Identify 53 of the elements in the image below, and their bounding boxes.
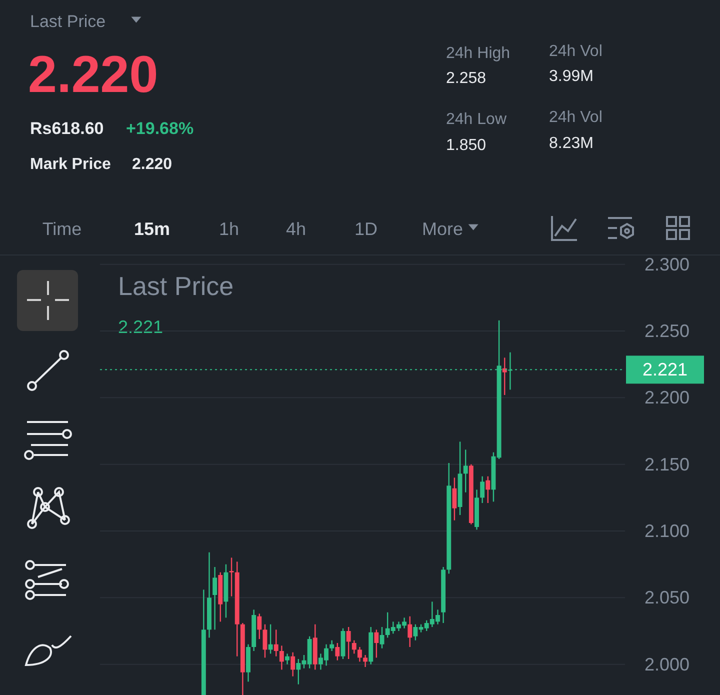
candlestick	[274, 629, 278, 657]
candlestick	[357, 646, 362, 662]
candlestick	[285, 653, 290, 665]
candlestick	[257, 613, 262, 640]
ref-line-label: 2.221	[642, 360, 688, 380]
text: 24h Vol	[549, 43, 602, 60]
text: 2.220	[28, 46, 158, 104]
annotation: 2.221	[118, 317, 164, 337]
candlestick	[452, 477, 457, 521]
candlestick	[486, 476, 490, 504]
text: 15m	[134, 219, 170, 239]
text: 1h	[218, 219, 240, 239]
text: Mark Price	[30, 156, 112, 173]
text: Last Price	[118, 271, 234, 301]
text: 2.220	[132, 156, 172, 173]
y-tick-label: 2.000	[644, 654, 690, 674]
text: 8.23M	[549, 135, 594, 152]
y-tick-label: 2.250	[644, 321, 690, 341]
candlestick	[380, 626, 384, 649]
y-tick-label: 2.150	[644, 454, 690, 474]
text: More	[422, 219, 464, 239]
y-tick-label: 2.300	[644, 254, 690, 274]
candlestick	[352, 640, 356, 654]
text: 1.850	[446, 137, 486, 154]
text: 1D	[354, 219, 378, 239]
text: 24h Low	[446, 111, 507, 128]
candlestick	[463, 449, 468, 493]
text: +19.68%	[126, 119, 194, 138]
candlestick	[268, 624, 273, 654]
candlestick	[408, 616, 412, 648]
candlestick	[290, 652, 296, 677]
candlestick	[374, 629, 379, 658]
text: 4h	[286, 219, 306, 239]
y-tick-label: 2.100	[644, 521, 690, 541]
text: 24h High	[446, 45, 510, 62]
candlestick	[335, 642, 340, 661]
candlestick	[262, 624, 268, 658]
candlestick	[212, 566, 218, 630]
text: 3.99M	[549, 68, 594, 85]
text: 2.258	[446, 70, 486, 87]
text: Time	[42, 219, 82, 239]
text: Last Price	[30, 12, 106, 31]
candlestick	[363, 654, 368, 668]
candlestick	[346, 626, 351, 660]
candlestick	[502, 357, 507, 396]
text: 24h Vol	[549, 109, 602, 126]
candlestick	[229, 557, 234, 597]
candlestick	[330, 640, 334, 652]
text: Rs618.60	[30, 119, 104, 138]
candlestick	[279, 645, 284, 670]
y-tick-label: 2.200	[644, 388, 690, 408]
candlestick	[480, 476, 485, 504]
y-tick-label: 2.050	[644, 588, 690, 608]
